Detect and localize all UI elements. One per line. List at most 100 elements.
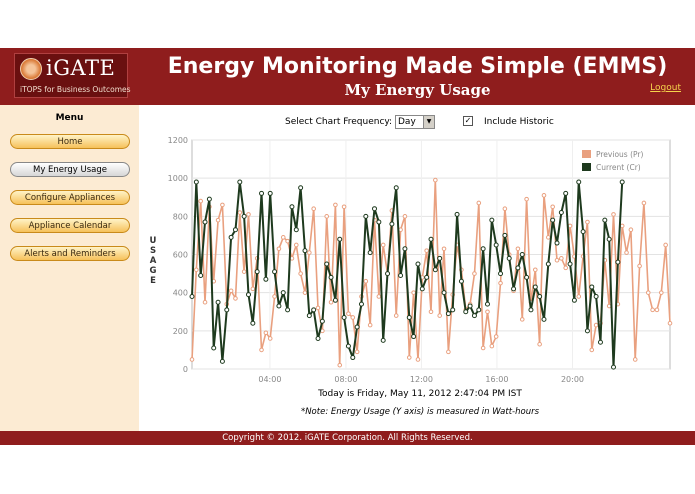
data-point-previous — [515, 246, 521, 252]
legend-label: Current (Cr) — [596, 163, 641, 172]
data-point-current — [302, 248, 308, 254]
y-tick-label: 400 — [173, 289, 188, 298]
data-point-previous — [541, 193, 547, 198]
data-point-previous — [250, 286, 256, 292]
y-tick-label: 800 — [173, 212, 188, 221]
data-point-current — [393, 185, 399, 191]
data-point-current — [398, 272, 404, 278]
data-point-current — [537, 293, 543, 299]
data-point-previous — [446, 349, 451, 355]
data-point-previous — [502, 206, 508, 211]
logo-text: iGATE — [46, 56, 116, 80]
data-point-previous — [589, 347, 595, 353]
data-point-current — [250, 320, 256, 326]
x-tick-label: 04:00 — [258, 375, 281, 382]
app-title: Energy Monitoring Made Simple (EMMS) — [167, 54, 668, 79]
data-point-previous — [554, 257, 560, 263]
data-point-current — [489, 217, 495, 223]
data-point-current — [215, 299, 221, 305]
data-point-previous — [363, 278, 369, 284]
data-point-current — [580, 229, 586, 235]
data-point-current — [563, 190, 569, 196]
data-point-current — [328, 274, 334, 280]
data-point-previous — [493, 334, 499, 339]
dropdown-arrow-icon[interactable]: ▼ — [423, 116, 434, 128]
data-point-current — [241, 213, 247, 219]
data-point-current — [493, 242, 499, 248]
legend-box — [578, 146, 666, 176]
data-point-previous — [315, 305, 321, 311]
data-point-current — [411, 334, 417, 340]
data-point-current — [450, 307, 456, 313]
data-point-previous — [276, 246, 282, 252]
x-tick-label: 20:00 — [561, 375, 584, 382]
data-point-current — [602, 217, 608, 223]
data-point-current — [276, 303, 282, 309]
data-point-current — [615, 259, 621, 265]
data-point-current — [193, 179, 199, 185]
data-point-current — [463, 309, 469, 315]
include-historic-checkbox[interactable]: ✓ — [463, 116, 473, 126]
data-point-previous — [641, 200, 647, 206]
y-tick-label: 600 — [173, 251, 188, 260]
menu-item-home[interactable]: Home — [10, 134, 130, 149]
data-point-current — [593, 293, 599, 299]
data-point-current — [476, 307, 482, 313]
data-point-current — [611, 364, 617, 370]
menu-item-configure-appliances[interactable]: Configure Appliances — [10, 190, 130, 205]
data-point-current — [515, 265, 521, 271]
data-point-current — [376, 219, 382, 225]
data-point-current — [350, 355, 356, 361]
data-point-current — [406, 314, 412, 320]
data-point-previous — [654, 307, 660, 313]
data-point-previous — [233, 296, 238, 301]
data-point-current — [415, 261, 421, 267]
data-point-previous — [337, 362, 343, 368]
menu-item-alerts-and-reminders[interactable]: Alerts and Reminders — [10, 246, 130, 261]
data-point-previous — [293, 242, 299, 248]
data-point-current — [467, 303, 473, 309]
data-point-previous — [659, 290, 664, 295]
data-point-current — [345, 343, 351, 349]
data-point-previous — [272, 294, 277, 299]
data-point-previous — [280, 235, 286, 240]
data-point-previous — [215, 217, 221, 223]
data-point-previous — [237, 210, 243, 215]
data-point-current — [584, 328, 590, 334]
data-point-previous — [619, 223, 625, 229]
data-point-previous — [411, 290, 416, 295]
data-point-current — [519, 252, 525, 257]
data-point-previous — [267, 336, 273, 341]
logout-link[interactable]: Logout — [650, 83, 681, 93]
legend-swatch — [582, 163, 591, 171]
igate-logo[interactable]: iGATE iTOPS for Business Outcomes — [14, 53, 131, 98]
data-point-previous — [550, 204, 555, 210]
data-point-previous — [563, 265, 569, 271]
menu-item-my-energy-usage[interactable]: My Energy Usage — [10, 162, 130, 177]
data-point-previous — [424, 248, 429, 253]
data-point-current — [254, 269, 260, 275]
menu-item-appliance-calendar[interactable]: Appliance Calendar — [10, 218, 130, 233]
data-point-previous — [194, 267, 199, 273]
igate-emblem-icon — [20, 58, 42, 80]
data-point-current — [311, 307, 317, 313]
data-point-previous — [198, 198, 203, 204]
data-point-current — [554, 240, 560, 246]
frequency-select[interactable]: Day ▼ — [395, 115, 435, 129]
data-point-current — [367, 250, 373, 256]
current-date-text: Today is Friday, May 11, 2012 2:47:04 PM… — [318, 389, 522, 399]
data-point-previous — [367, 322, 373, 328]
data-point-current — [498, 271, 504, 277]
data-point-current — [293, 227, 299, 233]
data-point-current — [428, 236, 434, 242]
data-point-current — [280, 290, 286, 296]
series-line-current — [191, 181, 624, 369]
data-point-previous — [441, 246, 447, 252]
data-point-current — [458, 278, 464, 284]
logo-tagline: iTOPS for Business Outcomes — [20, 85, 131, 94]
data-point-current — [237, 179, 243, 185]
data-point-previous — [480, 345, 486, 351]
data-point-current — [363, 213, 369, 219]
data-point-previous — [241, 269, 247, 274]
data-point-current — [445, 311, 451, 317]
